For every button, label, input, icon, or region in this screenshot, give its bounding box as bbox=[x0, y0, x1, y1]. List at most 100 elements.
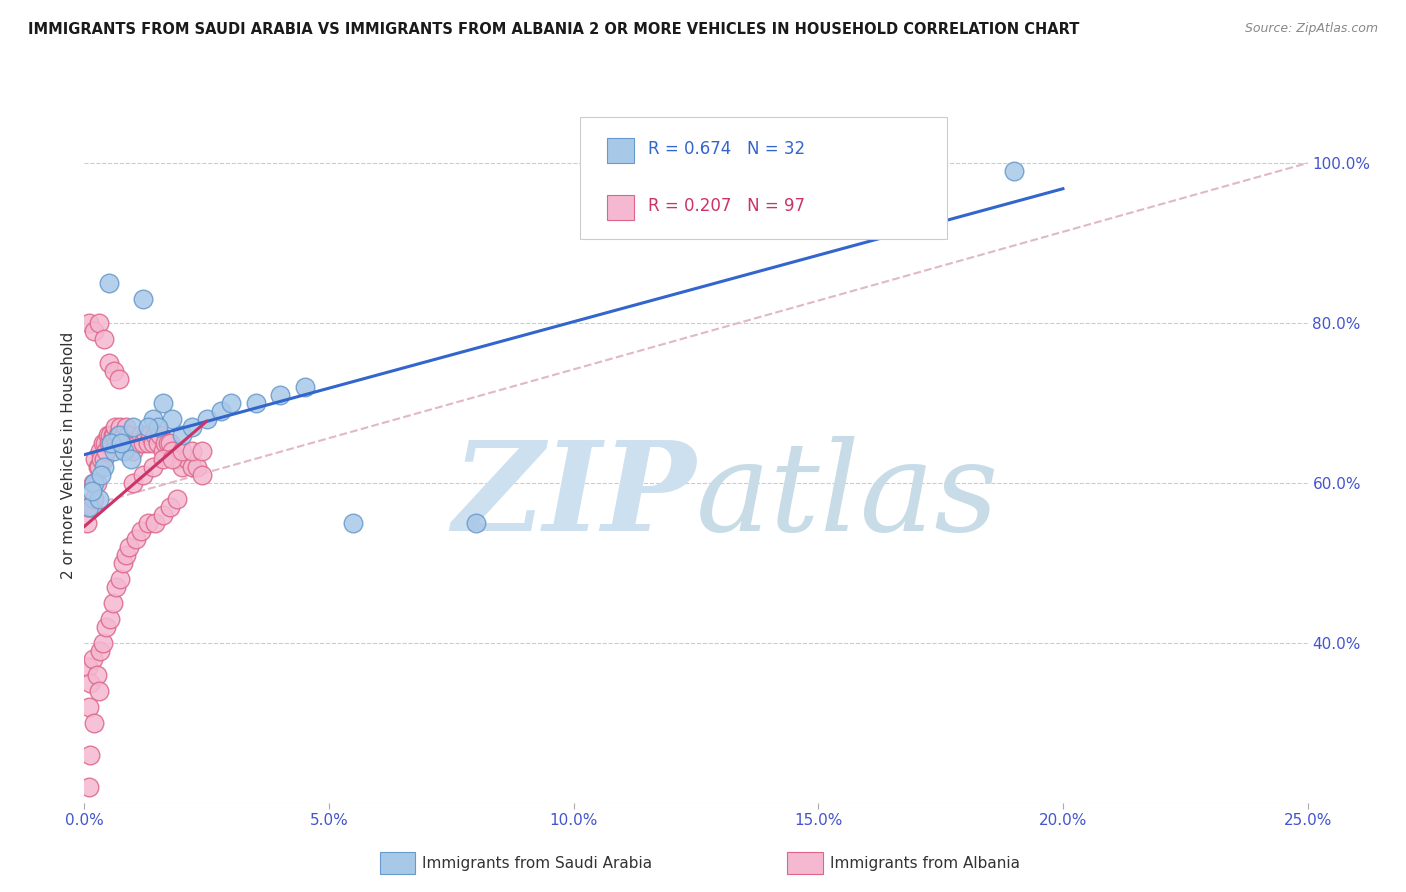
Point bbox=[105, 436, 128, 450]
Point bbox=[83, 324, 105, 338]
Point bbox=[146, 420, 169, 434]
Point bbox=[129, 428, 152, 442]
Point bbox=[98, 612, 121, 626]
Point bbox=[97, 276, 120, 290]
Point bbox=[122, 444, 145, 458]
Point bbox=[107, 372, 129, 386]
Point bbox=[76, 516, 98, 530]
Point bbox=[1002, 164, 1025, 178]
Point bbox=[101, 596, 124, 610]
Point bbox=[172, 459, 194, 474]
Point bbox=[115, 420, 138, 434]
Text: atlas: atlas bbox=[696, 436, 1000, 558]
Point bbox=[156, 436, 179, 450]
Point bbox=[139, 428, 162, 442]
Point bbox=[103, 364, 125, 378]
Point bbox=[89, 444, 111, 458]
FancyBboxPatch shape bbox=[579, 118, 946, 239]
Point bbox=[90, 451, 112, 466]
Point bbox=[152, 451, 174, 466]
Text: Immigrants from Saudi Arabia: Immigrants from Saudi Arabia bbox=[422, 856, 652, 871]
Point bbox=[159, 436, 181, 450]
Point bbox=[153, 436, 176, 450]
Point bbox=[135, 428, 157, 442]
Text: Immigrants from Albania: Immigrants from Albania bbox=[830, 856, 1019, 871]
Point bbox=[87, 316, 110, 330]
Y-axis label: 2 or more Vehicles in Household: 2 or more Vehicles in Household bbox=[60, 331, 76, 579]
Point bbox=[245, 396, 267, 410]
Point bbox=[166, 491, 188, 506]
Point bbox=[110, 436, 132, 450]
Point bbox=[294, 380, 316, 394]
Point bbox=[91, 436, 114, 450]
Point bbox=[181, 420, 204, 434]
Point bbox=[117, 428, 139, 442]
Point bbox=[142, 436, 165, 450]
Point bbox=[77, 500, 100, 514]
Point bbox=[107, 428, 129, 442]
Point bbox=[93, 459, 115, 474]
Point bbox=[172, 428, 194, 442]
Text: R = 0.674   N = 32: R = 0.674 N = 32 bbox=[648, 140, 806, 158]
Point bbox=[186, 459, 208, 474]
Point bbox=[191, 444, 214, 458]
Point bbox=[159, 500, 181, 514]
Point bbox=[129, 524, 152, 538]
Point bbox=[132, 292, 155, 306]
Point bbox=[143, 428, 166, 442]
Point bbox=[82, 652, 104, 666]
Point bbox=[87, 459, 110, 474]
Text: R = 0.207   N = 97: R = 0.207 N = 97 bbox=[648, 197, 806, 215]
Point bbox=[120, 451, 142, 466]
Point bbox=[142, 459, 165, 474]
Point bbox=[77, 316, 100, 330]
Point bbox=[86, 668, 108, 682]
Point bbox=[90, 467, 112, 482]
Point bbox=[97, 436, 120, 450]
Point bbox=[127, 436, 149, 450]
Point bbox=[79, 676, 101, 690]
Point bbox=[162, 412, 184, 426]
Point bbox=[181, 459, 204, 474]
Point bbox=[111, 556, 134, 570]
Point bbox=[209, 404, 232, 418]
Point bbox=[91, 636, 114, 650]
Point bbox=[172, 444, 194, 458]
Point bbox=[122, 420, 145, 434]
Point bbox=[97, 356, 120, 370]
Point bbox=[195, 412, 218, 426]
Point bbox=[143, 516, 166, 530]
Text: IMMIGRANTS FROM SAUDI ARABIA VS IMMIGRANTS FROM ALBANIA 2 OR MORE VEHICLES IN HO: IMMIGRANTS FROM SAUDI ARABIA VS IMMIGRAN… bbox=[28, 22, 1080, 37]
Point bbox=[108, 572, 131, 586]
Point bbox=[87, 459, 110, 474]
Point bbox=[103, 444, 125, 458]
Point bbox=[152, 508, 174, 522]
Point bbox=[89, 644, 111, 658]
Point bbox=[83, 475, 105, 490]
Point bbox=[86, 475, 108, 490]
Point bbox=[136, 436, 159, 450]
Point bbox=[83, 715, 105, 730]
Point bbox=[94, 436, 117, 450]
Point bbox=[83, 491, 105, 506]
Point bbox=[107, 428, 129, 442]
Point bbox=[136, 420, 159, 434]
Point bbox=[93, 332, 115, 346]
Point bbox=[105, 580, 128, 594]
Point bbox=[112, 428, 135, 442]
Point bbox=[80, 500, 103, 514]
Point bbox=[152, 444, 174, 458]
Point bbox=[97, 428, 120, 442]
Point bbox=[101, 428, 124, 442]
Point bbox=[149, 428, 172, 442]
Bar bbox=[606, 195, 634, 219]
Point bbox=[77, 660, 100, 674]
Point bbox=[342, 516, 364, 530]
Point bbox=[87, 683, 110, 698]
Point bbox=[77, 699, 100, 714]
Point bbox=[77, 500, 100, 514]
Point bbox=[181, 444, 204, 458]
Point bbox=[104, 420, 127, 434]
Point bbox=[219, 396, 242, 410]
Point bbox=[96, 444, 118, 458]
